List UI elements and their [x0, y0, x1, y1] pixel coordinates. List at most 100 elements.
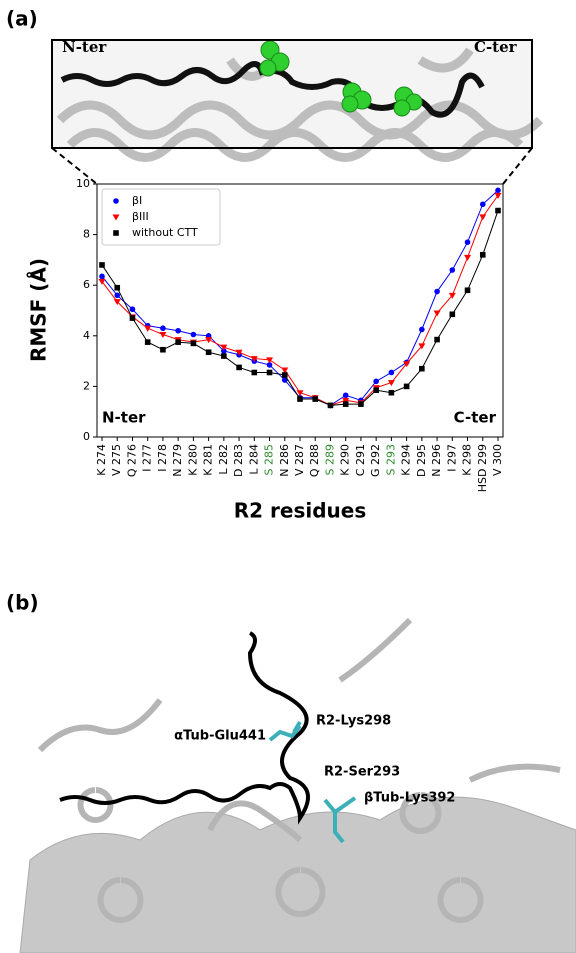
annotation: R2-Ser293: [324, 765, 400, 780]
point: [448, 292, 456, 299]
ctt-chain: [59, 631, 310, 825]
point: [388, 369, 395, 376]
point: [342, 401, 349, 407]
point: [342, 397, 350, 404]
point: [205, 349, 212, 356]
point: [373, 378, 379, 385]
y-axis-label: RMSF (Å): [27, 258, 51, 362]
inset-label: N-ter: [62, 38, 107, 56]
point: [403, 361, 411, 368]
legend-marker: [112, 214, 120, 221]
zoom-line: [51, 147, 98, 185]
legend-label: without CTT: [132, 226, 198, 239]
point: [266, 362, 273, 368]
point: [418, 343, 426, 350]
point: [358, 401, 364, 407]
y-tick-label: 4: [83, 329, 90, 342]
x-tick-label: Q 288: [308, 444, 321, 477]
x-tick-label: Q 276: [125, 444, 138, 477]
inset-frame: [51, 39, 533, 149]
y-tick-label: 0: [83, 430, 90, 443]
y-tick-label: 8: [83, 228, 90, 241]
point: [419, 326, 425, 333]
x-tick-label: V 287: [293, 444, 306, 476]
point: [281, 372, 288, 378]
point: [236, 364, 242, 371]
point: [114, 292, 121, 299]
point: [235, 349, 243, 356]
protein-surface: [19, 796, 576, 953]
x-tick-label: V 275: [110, 444, 123, 476]
panel-label: (b): [6, 591, 39, 615]
point: [387, 380, 395, 387]
x-tick-label: C 291: [354, 444, 367, 476]
point: [297, 396, 303, 402]
x-tick-label: HSD 299: [476, 444, 489, 492]
point: [449, 311, 456, 318]
point: [129, 306, 136, 313]
point: [464, 239, 471, 245]
point: [266, 357, 274, 364]
x-tick-label: K 298: [461, 444, 474, 476]
x-tick-label: I 277: [141, 444, 154, 472]
point: [159, 332, 167, 339]
x-tick-label: S 293: [384, 444, 397, 475]
point: [433, 310, 441, 317]
point: [388, 389, 395, 396]
point: [494, 192, 502, 199]
point: [495, 207, 501, 214]
point: [129, 315, 136, 321]
point: [419, 365, 425, 372]
x-tick-label: V 300: [491, 444, 504, 476]
y-tick-label: 2: [83, 379, 90, 392]
chart-annotation: N-ter: [102, 409, 146, 427]
annotation: αTub-Glu441: [174, 729, 266, 744]
legend-marker: [113, 230, 119, 236]
point: [205, 337, 213, 344]
legend-box: [101, 188, 221, 246]
point: [434, 336, 440, 343]
point: [281, 367, 289, 374]
x-tick-label: G 292: [369, 444, 382, 477]
point: [144, 325, 152, 332]
x-tick-label: N 286: [278, 444, 291, 477]
point: [312, 396, 319, 402]
point: [221, 348, 227, 354]
point: [342, 392, 349, 399]
x-tick-label: K 274: [95, 444, 108, 476]
point: [479, 252, 486, 258]
zoom-line: [502, 147, 533, 185]
x-tick-label: I 278: [156, 444, 169, 472]
legend-label: βIII: [132, 210, 149, 223]
point: [221, 353, 227, 359]
x-tick-label: K 281: [202, 444, 215, 476]
point: [327, 402, 334, 409]
x-tick-label: D 295: [415, 444, 428, 477]
y-tick-label: 10: [76, 177, 90, 190]
x-axis-label: R2 residues: [234, 499, 367, 523]
x-tick-label: S 289: [323, 444, 336, 475]
inset-label: C-ter: [474, 38, 518, 56]
point: [266, 369, 273, 376]
point: [479, 214, 487, 221]
legend-label: βI: [132, 194, 142, 207]
x-tick-label: N 296: [430, 444, 443, 477]
legend-marker: [113, 198, 119, 204]
x-tick-label: L 284: [247, 444, 260, 475]
protein-ribbons: [37, 617, 561, 923]
x-tick-label: D 283: [232, 444, 245, 477]
point: [144, 339, 151, 345]
point: [251, 369, 258, 376]
point: [99, 273, 105, 280]
x-tick-label: L 282: [217, 444, 230, 475]
point: [113, 299, 121, 306]
chart-annotation: C-ter: [454, 409, 497, 427]
point: [98, 278, 106, 285]
point: [403, 383, 410, 390]
point: [464, 254, 472, 261]
annotation: βTub-Lys392: [364, 791, 455, 806]
y-tick-label: 6: [83, 278, 90, 291]
chart: RMSF (Å) R2 residues N-ter C-ter 0 2 4 6 8 10…: [27, 177, 505, 523]
panel-label: (a): [6, 7, 38, 31]
x-tick-label: I 297: [445, 444, 458, 472]
